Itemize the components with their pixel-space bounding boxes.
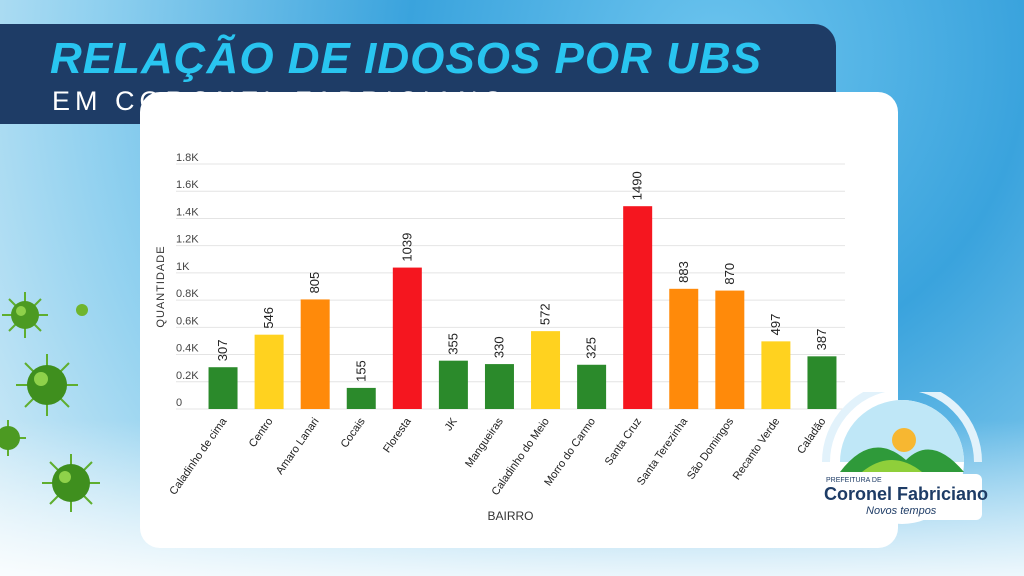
- data-label: 1490: [630, 171, 645, 200]
- data-label: 155: [353, 360, 368, 382]
- y-tick-label: 0.4K: [176, 343, 199, 355]
- virus-icon: [16, 354, 78, 416]
- x-tick-label: Mangueiras: [463, 415, 506, 469]
- y-tick-label: 1.2K: [176, 234, 199, 246]
- bar: [577, 364, 607, 409]
- x-tick-label: Centro: [247, 416, 276, 450]
- x-tick-label: São Domingos: [685, 415, 737, 481]
- city-logo: [822, 392, 982, 524]
- bar: [208, 367, 238, 409]
- y-tick-label: 0.8K: [176, 288, 199, 300]
- x-tick-label: Cocais: [339, 415, 368, 450]
- y-tick-label: 1.8K: [176, 152, 199, 164]
- data-label: 546: [261, 307, 276, 329]
- data-label: 572: [538, 303, 553, 325]
- data-label: 870: [722, 263, 737, 285]
- bar: [346, 387, 376, 409]
- page-title: RELAÇÃO DE IDOSOS POR UBS: [50, 34, 762, 83]
- x-tick-label: Amaro Lanari: [274, 416, 322, 477]
- bar: [807, 356, 837, 409]
- x-axis-title: BAIRRO: [487, 509, 533, 523]
- bar: [761, 341, 791, 409]
- bar: [254, 334, 284, 409]
- bar: [300, 299, 330, 409]
- y-axis-title: QUANTIDADE: [155, 245, 167, 327]
- y-tick-label: 0.6K: [176, 315, 199, 327]
- data-label: 497: [768, 314, 783, 336]
- bar-chart: 0 0.2K 0.4K 0.6K 0.8K 1K 1.2K 1.4K 1.6K 1.8K 307 Ca…: [155, 152, 845, 523]
- data-label: 355: [445, 333, 460, 355]
- data-label: 325: [584, 337, 599, 359]
- y-tick-label: 0.2K: [176, 370, 199, 382]
- bar: [438, 360, 468, 409]
- virus-icon: [0, 420, 26, 456]
- bar: [392, 267, 422, 409]
- x-tick-label: Santa Cruz: [603, 416, 644, 468]
- data-label: 1039: [399, 233, 414, 262]
- logo-name: Coronel Fabriciano: [824, 484, 989, 504]
- logo-top-text: PREFEITURA DE: [826, 477, 882, 484]
- x-tick-label: Caladinho de cima: [167, 415, 230, 497]
- x-tick-label: Floresta: [381, 415, 414, 455]
- logo-slogan: Novos tempos: [866, 505, 937, 517]
- y-tick-label: 0: [176, 397, 182, 409]
- x-tick-label: JK: [443, 415, 461, 433]
- data-label: 387: [814, 329, 829, 351]
- y-tick-label: 1K: [176, 261, 190, 273]
- bar: [531, 331, 561, 409]
- y-tick-label: 1.4K: [176, 206, 199, 218]
- virus-icon: [42, 454, 100, 512]
- virus-icon: [76, 304, 88, 316]
- bar: [669, 288, 699, 409]
- virus-icon: [2, 292, 48, 338]
- data-label: 883: [676, 261, 691, 283]
- x-tick-label: Morro do Carmo: [542, 416, 598, 488]
- data-label: 307: [215, 340, 230, 362]
- x-tick-label: Recanto Verde: [731, 416, 783, 483]
- bar: [623, 206, 653, 409]
- data-label: 805: [307, 272, 322, 294]
- bar: [715, 290, 745, 409]
- y-tick-label: 1.6K: [176, 179, 199, 191]
- bar: [484, 364, 514, 409]
- data-label: 330: [491, 336, 506, 358]
- chart-card: [140, 92, 898, 548]
- x-tick-label: Santa Terezinha: [635, 415, 691, 488]
